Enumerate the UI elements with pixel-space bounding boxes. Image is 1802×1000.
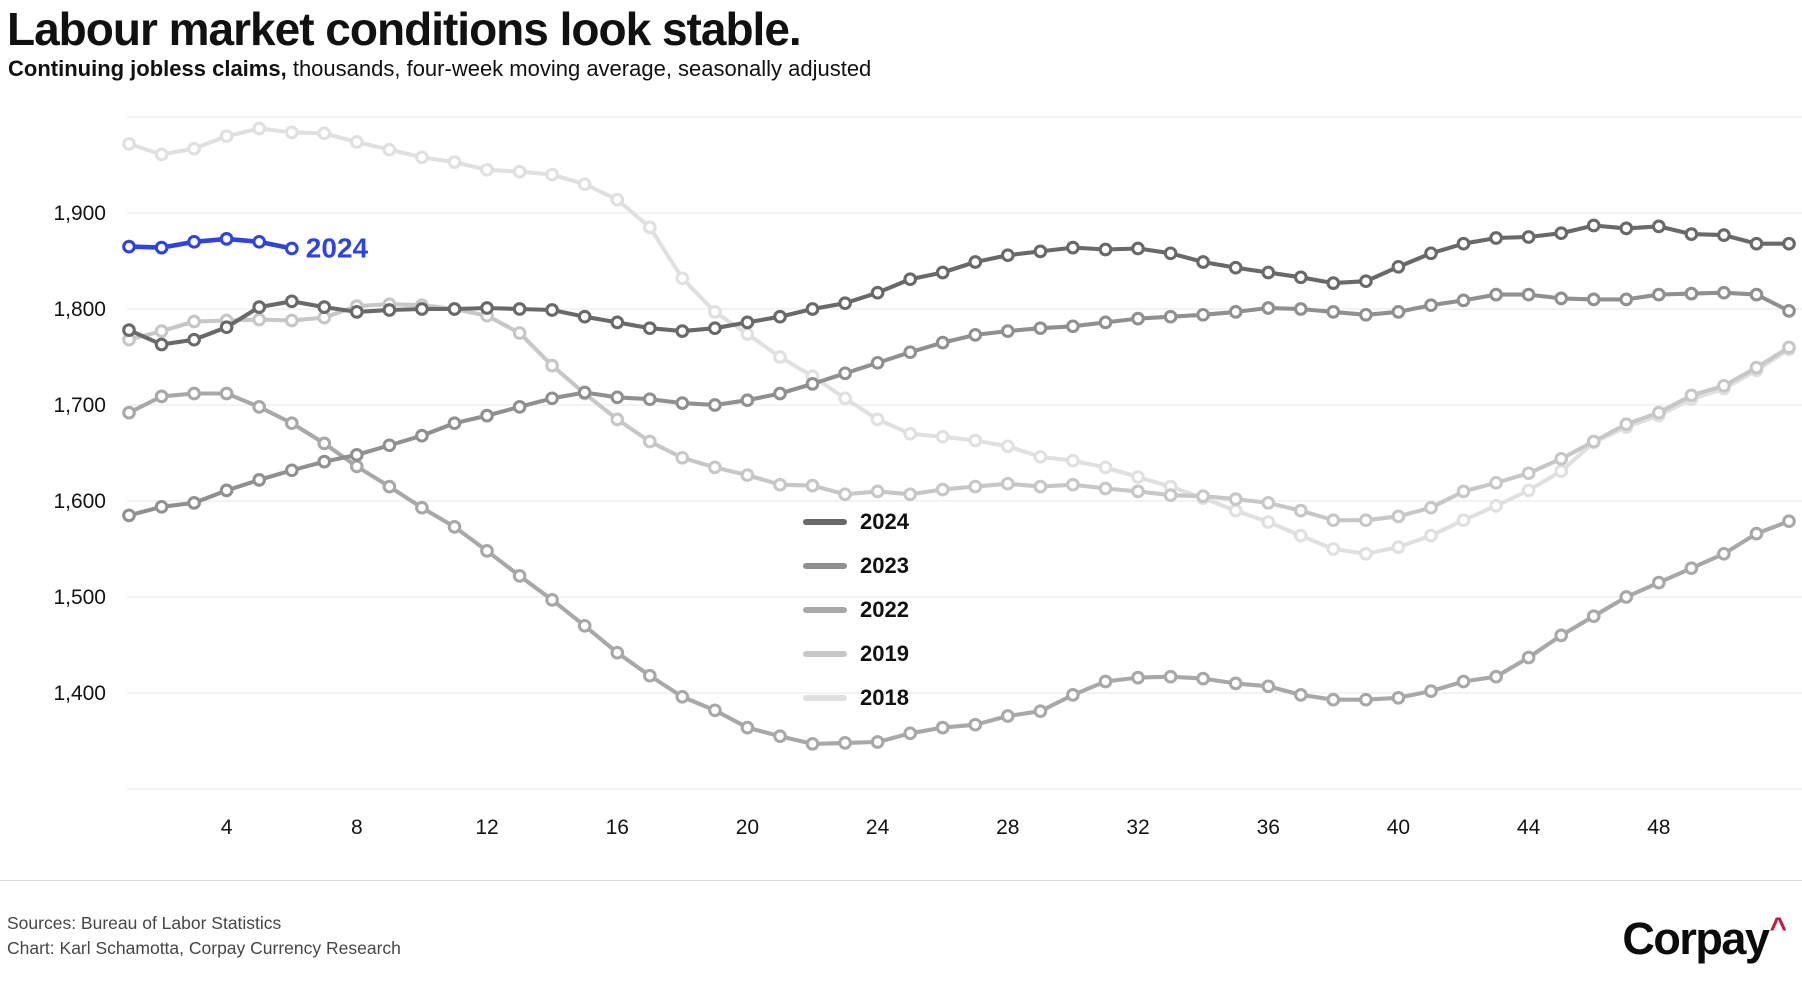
legend-item-2018: 2018 bbox=[803, 676, 909, 720]
legend-item-2022: 2022 bbox=[803, 588, 909, 632]
legend-label: 2019 bbox=[860, 641, 909, 666]
legend-swatch-2023 bbox=[803, 563, 847, 569]
subtitle-bold: Continuing jobless claims, bbox=[8, 56, 287, 81]
legend-label: 2023 bbox=[860, 553, 909, 578]
svg-text:20: 20 bbox=[736, 816, 759, 839]
sources-line: Sources: Bureau of Labor Statistics bbox=[7, 913, 282, 933]
svg-text:1,400: 1,400 bbox=[53, 682, 106, 705]
legend-swatch-2024 bbox=[803, 519, 847, 525]
svg-text:1,600: 1,600 bbox=[53, 490, 106, 513]
svg-text:1,700: 1,700 bbox=[53, 394, 106, 417]
chart-credit-line: Chart: Karl Schamotta, Corpay Currency R… bbox=[7, 938, 401, 958]
subtitle-rest: thousands, four-week moving average, sea… bbox=[286, 56, 872, 81]
legend-label: 2018 bbox=[860, 685, 909, 710]
legend-swatch-2019 bbox=[803, 651, 847, 657]
legend-swatch-2022 bbox=[803, 607, 847, 613]
svg-text:8: 8 bbox=[351, 816, 363, 839]
svg-text:12: 12 bbox=[475, 816, 498, 839]
legend-label: 2022 bbox=[860, 597, 909, 622]
svg-text:1,500: 1,500 bbox=[53, 586, 106, 609]
svg-text:2024: 2024 bbox=[306, 233, 369, 264]
legend-swatch-2018 bbox=[803, 695, 847, 701]
svg-text:4: 4 bbox=[221, 816, 233, 839]
svg-text:16: 16 bbox=[606, 816, 629, 839]
legend-item-2019: 2019 bbox=[803, 632, 909, 676]
svg-text:48: 48 bbox=[1647, 816, 1670, 839]
corpay-caret-icon: ^ bbox=[1769, 912, 1787, 945]
page-title: Labour market conditions look stable. bbox=[7, 3, 802, 55]
chart-subtitle: Continuing jobless claims, thousands, fo… bbox=[8, 56, 871, 82]
svg-text:1,800: 1,800 bbox=[53, 298, 106, 321]
svg-text:40: 40 bbox=[1387, 816, 1410, 839]
corpay-logo: Corpay ^ bbox=[1622, 912, 1787, 964]
corpay-wordmark: Corpay bbox=[1622, 913, 1770, 964]
legend-label: 2024 bbox=[860, 509, 909, 534]
footer-credits: Sources: Bureau of Labor Statistics Char… bbox=[7, 911, 401, 961]
svg-text:36: 36 bbox=[1257, 816, 1280, 839]
svg-text:1,900: 1,900 bbox=[53, 202, 106, 225]
svg-text:44: 44 bbox=[1517, 816, 1541, 839]
legend-item-2024: 2024 bbox=[803, 500, 909, 544]
chart-legend: 2024 2023 2022 2019 2018 bbox=[803, 500, 909, 720]
footer-divider bbox=[0, 880, 1802, 881]
svg-text:28: 28 bbox=[996, 816, 1019, 839]
svg-text:24: 24 bbox=[866, 816, 890, 839]
legend-item-2023: 2023 bbox=[803, 544, 909, 588]
svg-text:32: 32 bbox=[1126, 816, 1149, 839]
